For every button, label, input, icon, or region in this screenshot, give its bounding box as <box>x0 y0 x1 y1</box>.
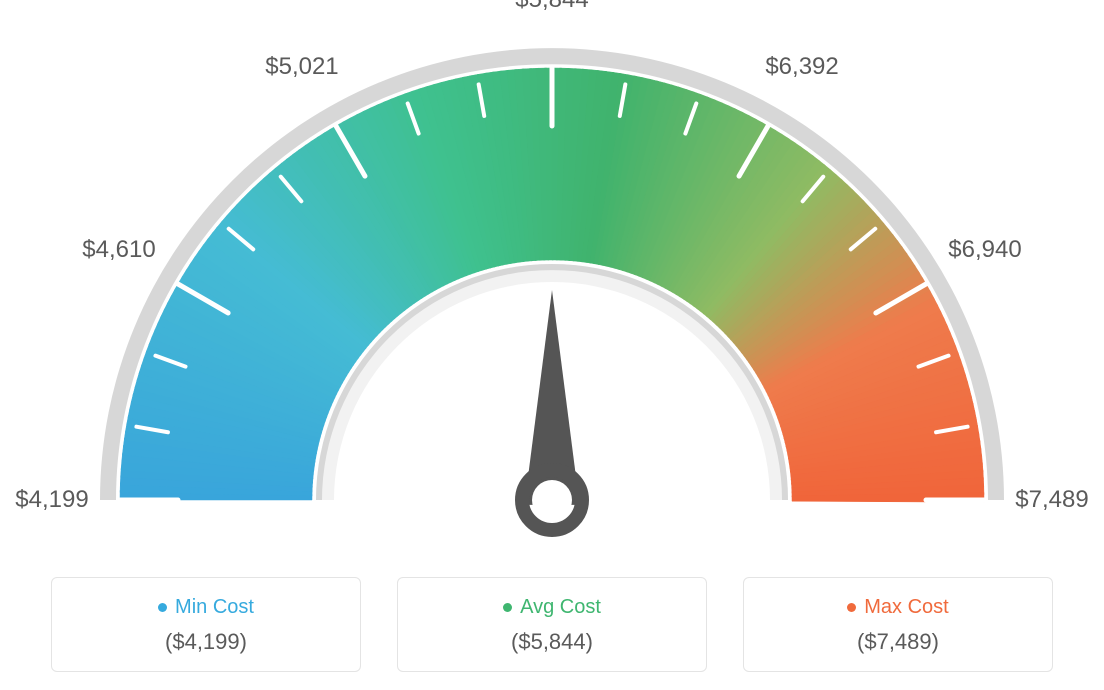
legend-title-avg: Avg Cost <box>503 596 601 619</box>
gauge-tick-label: $4,199 <box>15 486 88 514</box>
legend-row: Min Cost ($4,199) Avg Cost ($5,844) Max … <box>0 577 1104 672</box>
legend-title-min: Min Cost <box>158 596 254 619</box>
gauge-tick-label: $5,021 <box>265 53 338 81</box>
dot-icon <box>847 603 856 612</box>
legend-title-text: Max Cost <box>864 596 948 619</box>
legend-card-max: Max Cost ($7,489) <box>743 577 1053 672</box>
gauge-chart: $4,199 $4,610 $5,021 $5,844 $6,392 $6,940 $7,4… <box>0 0 1104 560</box>
gauge-tick-label: $5,844 <box>515 0 588 14</box>
legend-value-avg: ($5,844) <box>408 629 696 655</box>
gauge-tick-label: $4,610 <box>82 236 155 264</box>
legend-card-min: Min Cost ($4,199) <box>51 577 361 672</box>
dot-icon <box>503 603 512 612</box>
legend-card-avg: Avg Cost ($5,844) <box>397 577 707 672</box>
gauge-tick-label: $7,489 <box>1015 486 1088 514</box>
legend-title-text: Min Cost <box>175 596 254 619</box>
gauge-tick-label: $6,392 <box>765 53 838 81</box>
legend-value-max: ($7,489) <box>754 629 1042 655</box>
gauge-svg <box>0 0 1104 560</box>
legend-title-text: Avg Cost <box>520 596 601 619</box>
gauge-tick-label: $6,940 <box>948 236 1021 264</box>
dot-icon <box>158 603 167 612</box>
legend-value-min: ($4,199) <box>62 629 350 655</box>
legend-title-max: Max Cost <box>847 596 948 619</box>
